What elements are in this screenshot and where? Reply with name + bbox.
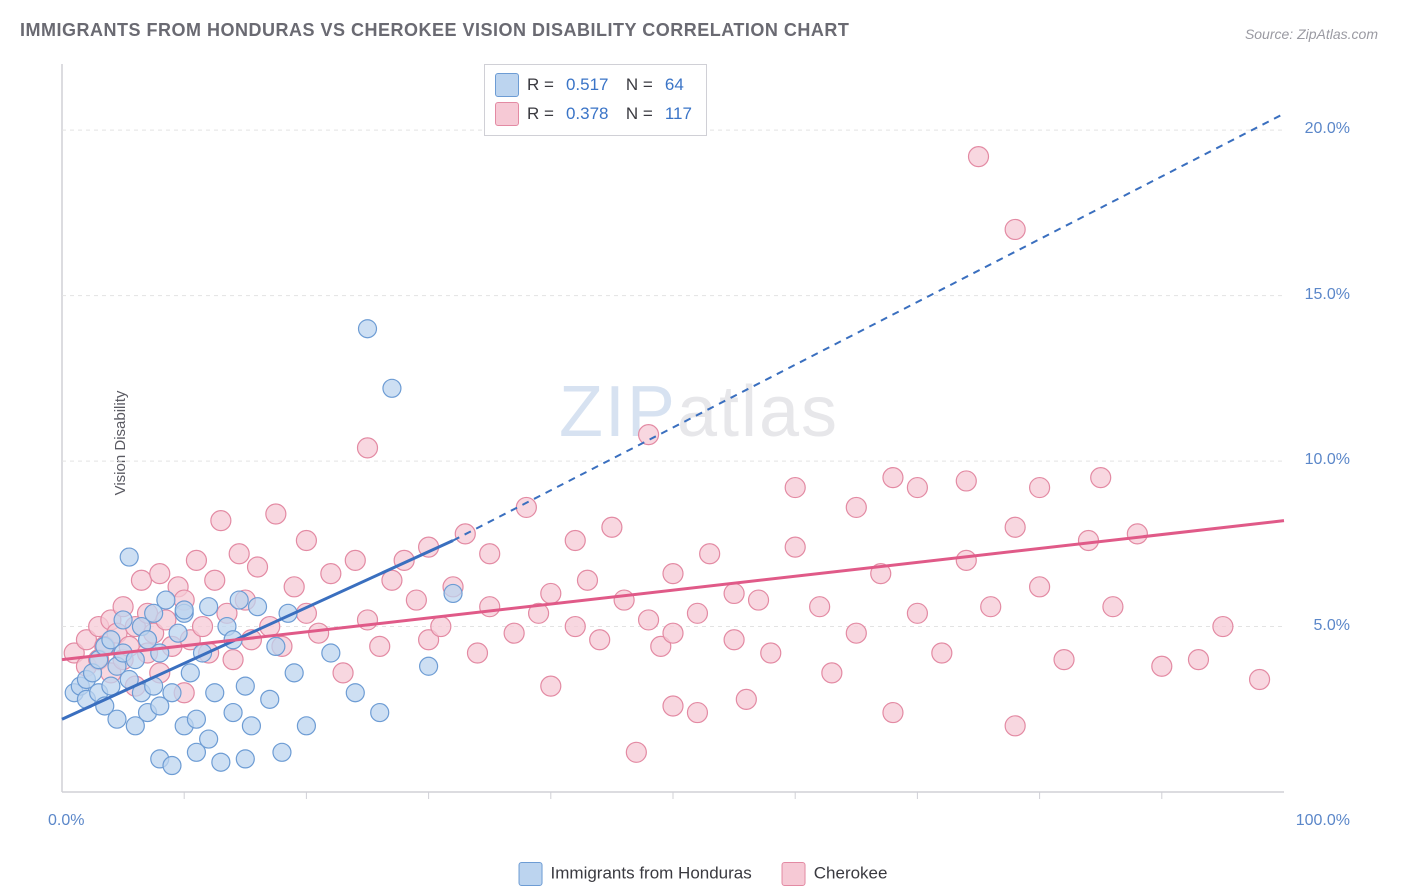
chart-title: IMMIGRANTS FROM HONDURAS VS CHEROKEE VIS…: [20, 20, 849, 41]
x-tick-max: 100.0%: [1296, 812, 1350, 830]
y-tick-20: 20.0%: [1305, 120, 1350, 138]
legend-label: Cherokee: [814, 863, 888, 882]
y-tick-10: 10.0%: [1305, 451, 1350, 469]
legend-item: Immigrants from Honduras: [519, 862, 752, 886]
chart-area: Vision Disability ZIPatlas R =0.517 N =6…: [54, 58, 1344, 828]
legend-label: Immigrants from Honduras: [551, 863, 752, 882]
bottom-legend: Immigrants from Honduras Cherokee: [519, 862, 888, 886]
legend-swatch: [495, 102, 519, 126]
x-tick-min: 0.0%: [48, 812, 84, 830]
stats-row: R =0.378 N =117: [495, 100, 692, 129]
legend-swatch: [495, 73, 519, 97]
scatter-plot: [54, 58, 1344, 828]
stats-row: R =0.517 N =64: [495, 71, 692, 100]
legend-swatch: [782, 862, 806, 886]
legend-swatch: [519, 862, 543, 886]
legend-item: Cherokee: [782, 862, 888, 886]
y-tick-5: 5.0%: [1314, 617, 1350, 635]
y-tick-15: 15.0%: [1305, 286, 1350, 304]
stats-legend-box: R =0.517 N =64R =0.378 N =117: [484, 64, 707, 136]
source-attribution: Source: ZipAtlas.com: [1245, 26, 1378, 42]
